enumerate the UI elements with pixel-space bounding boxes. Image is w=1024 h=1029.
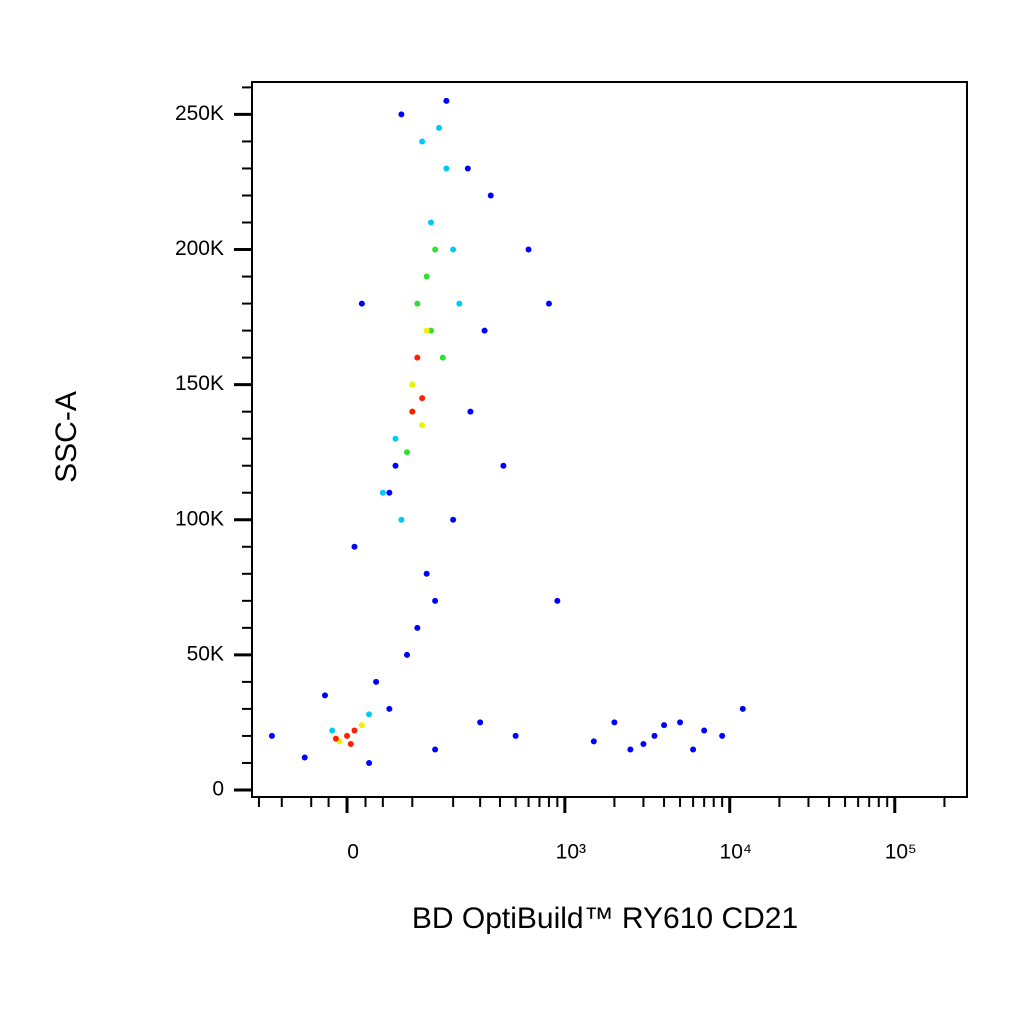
point — [477, 719, 484, 726]
point — [329, 727, 336, 734]
point — [347, 741, 354, 748]
y-tick-label: 0 — [212, 778, 224, 801]
point — [379, 489, 386, 496]
point — [386, 705, 393, 712]
y-tick-label: 50K — [187, 642, 224, 665]
point — [268, 732, 275, 739]
point — [423, 273, 430, 280]
point — [419, 395, 426, 402]
point — [351, 727, 358, 734]
x-tick-label: 0 — [347, 841, 359, 864]
point — [414, 624, 421, 631]
point — [719, 732, 726, 739]
point — [366, 711, 373, 718]
point — [403, 651, 410, 658]
point — [366, 759, 373, 766]
point — [701, 727, 708, 734]
point — [464, 165, 471, 172]
point — [432, 597, 439, 604]
point — [661, 722, 668, 729]
point — [423, 327, 430, 334]
point — [590, 738, 597, 745]
point — [358, 300, 365, 307]
point — [627, 746, 634, 753]
point — [432, 746, 439, 753]
point — [677, 719, 684, 726]
point — [443, 165, 450, 172]
point — [427, 327, 434, 334]
point — [450, 516, 457, 523]
point — [414, 354, 421, 361]
x-tick-label: 10⁴ — [720, 841, 752, 864]
point — [398, 516, 405, 523]
y-axis-title: SSC-A — [50, 391, 83, 483]
point — [392, 435, 399, 442]
point — [414, 300, 421, 307]
point — [351, 543, 358, 550]
point — [419, 138, 426, 145]
point — [386, 489, 393, 496]
point — [739, 705, 746, 712]
point — [392, 462, 399, 469]
point — [358, 722, 365, 729]
y-tick-label: 100K — [175, 507, 224, 530]
point — [321, 692, 328, 699]
point — [373, 678, 380, 685]
point — [409, 381, 416, 388]
point — [467, 408, 474, 415]
point — [432, 246, 439, 253]
point — [427, 219, 434, 226]
point — [443, 97, 450, 104]
point — [450, 246, 457, 253]
point — [409, 408, 416, 415]
x-axis-title: BD OptiBuild™ RY610 CD21 — [412, 902, 798, 935]
point — [436, 124, 443, 131]
point — [500, 462, 507, 469]
plot-frame — [251, 81, 968, 798]
point — [301, 754, 308, 761]
point — [651, 732, 658, 739]
point — [332, 735, 339, 742]
point — [403, 449, 410, 456]
point — [487, 192, 494, 199]
point — [439, 354, 446, 361]
point — [419, 422, 426, 429]
y-tick-label: 150K — [175, 372, 224, 395]
x-tick-label: 10⁵ — [885, 841, 917, 864]
point — [398, 111, 405, 118]
point — [344, 732, 351, 739]
y-tick-label: 200K — [175, 237, 224, 260]
point — [554, 597, 561, 604]
point — [512, 732, 519, 739]
point — [456, 300, 463, 307]
x-tick-label: 10³ — [556, 841, 586, 864]
point — [611, 719, 618, 726]
point — [545, 300, 552, 307]
point — [690, 746, 697, 753]
point — [481, 327, 488, 334]
point — [525, 246, 532, 253]
y-tick-label: 250K — [175, 102, 224, 125]
point — [640, 741, 647, 748]
point — [423, 570, 430, 577]
